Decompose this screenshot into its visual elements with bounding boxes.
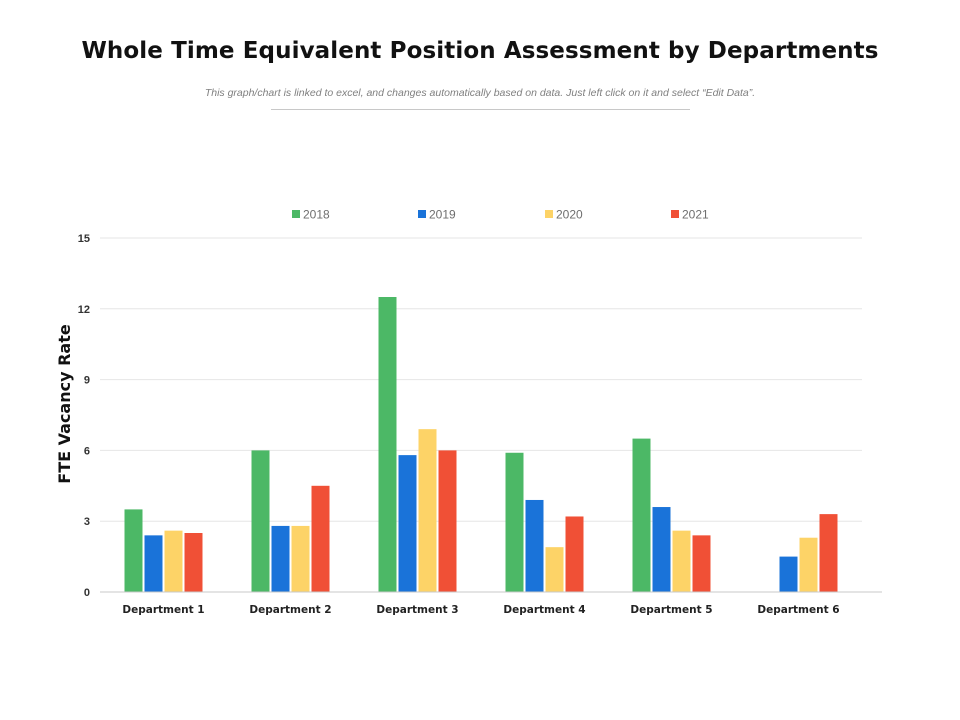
bar-2021-department-5[interactable] <box>692 535 711 592</box>
page-subtitle: This graph/chart is linked to excel, and… <box>204 87 756 99</box>
bar-2021-department-6[interactable] <box>819 514 838 592</box>
legend-swatch-2019 <box>418 210 426 218</box>
legend-label[interactable]: 2020 <box>556 208 583 222</box>
bar-2019-department-3[interactable] <box>398 455 417 592</box>
bar-2021-department-3[interactable] <box>438 450 457 592</box>
title-divider <box>271 109 690 110</box>
legend-label[interactable]: 2018 <box>303 208 330 222</box>
legend-swatch-2018 <box>292 210 300 218</box>
bar-2018-department-5[interactable] <box>632 438 651 592</box>
x-tick-label: Department 3 <box>376 604 458 616</box>
x-tick-label: Department 4 <box>503 604 585 616</box>
y-axis-ticks: 0 3 6 9 12 15 <box>78 233 90 599</box>
bar-2020-department-6[interactable] <box>799 537 818 592</box>
y-axis-title: FTE Vacancy Rate <box>55 324 74 484</box>
page-title: Whole Time Equivalent Position Assessmen… <box>81 38 879 64</box>
bar-2021-department-4[interactable] <box>565 516 584 592</box>
gridlines <box>100 237 862 522</box>
x-axis: Department 1 Department 2 Department 3 Depa… <box>100 591 882 616</box>
y-tick-label: 9 <box>84 375 90 387</box>
bar-2019-department-2[interactable] <box>271 525 290 592</box>
bar-2019-department-5[interactable] <box>652 507 671 592</box>
legend-label[interactable]: 2019 <box>429 208 456 222</box>
bar-2021-department-1[interactable] <box>184 533 203 592</box>
bar-2019-department-4[interactable] <box>525 499 544 592</box>
x-tick-label: Department 1 <box>122 604 204 616</box>
y-tick-label: 3 <box>84 516 90 528</box>
y-tick-label: 0 <box>84 587 90 599</box>
bar-2020-department-2[interactable] <box>291 525 310 592</box>
bar-2018-department-1[interactable] <box>124 509 143 592</box>
bar-2020-department-3[interactable] <box>418 429 437 592</box>
bars <box>124 297 838 592</box>
bar-2018-department-2[interactable] <box>251 450 270 592</box>
legend-swatch-2020 <box>545 210 553 218</box>
x-tick-label: Department 2 <box>249 604 331 616</box>
bar-2018-department-3[interactable] <box>378 297 397 592</box>
bar-2020-department-5[interactable] <box>672 530 691 592</box>
bar-2018-department-4[interactable] <box>505 452 524 592</box>
bar-2021-department-2[interactable] <box>311 485 330 592</box>
legend: 2018 2019 2020 2021 <box>292 208 709 222</box>
y-tick-label: 6 <box>84 445 90 457</box>
x-tick-label: Department 6 <box>757 604 839 616</box>
legend-label[interactable]: 2021 <box>682 208 709 222</box>
bar-2020-department-1[interactable] <box>164 530 183 592</box>
y-tick-label: 15 <box>78 233 90 245</box>
x-tick-label: Department 5 <box>630 604 712 616</box>
bar-2020-department-4[interactable] <box>545 547 564 592</box>
bar-2019-department-6[interactable] <box>779 556 798 592</box>
y-tick-label: 12 <box>78 304 90 316</box>
bar-2019-department-1[interactable] <box>144 535 163 592</box>
legend-swatch-2021 <box>671 210 679 218</box>
